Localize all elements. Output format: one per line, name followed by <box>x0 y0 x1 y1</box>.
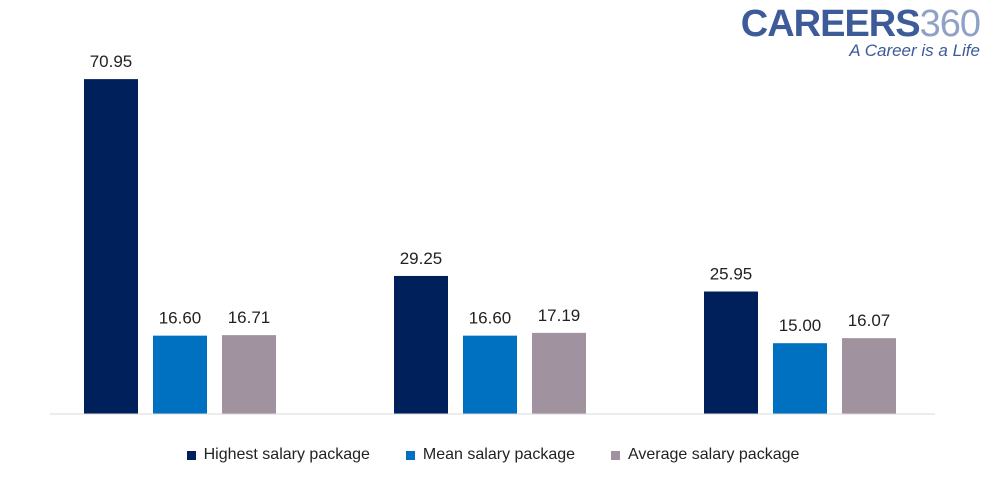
legend-label-highest: Highest salary package <box>203 446 370 463</box>
bar-1-1 <box>463 335 517 414</box>
data-label-0-2: 25.95 <box>710 265 753 284</box>
legend-item-average: Average salary package <box>611 444 799 466</box>
bar-1-0 <box>153 335 207 414</box>
bar-0-0 <box>84 79 138 414</box>
legend-swatch-mean <box>405 450 415 460</box>
legend-label-average: Average salary package <box>628 446 800 463</box>
logo-brand: CAREERS <box>740 3 921 45</box>
logo-tagline: A Career is a Life <box>849 41 980 60</box>
legend-item-highest: Highest salary package <box>186 444 370 466</box>
bar-0-2 <box>704 291 758 414</box>
bar-2-2 <box>842 338 896 414</box>
legend: Highest salary package Mean salary packa… <box>0 444 986 466</box>
bar-2-1 <box>532 332 586 414</box>
data-label-2-0: 16.71 <box>228 308 271 327</box>
legend-swatch-highest <box>186 450 196 460</box>
bar-0-1 <box>394 275 448 414</box>
data-labels-layer: 70.95 16.60 16.71 29.25 16.60 17.19 25.95 15.00… <box>90 52 891 335</box>
bars-layer <box>84 79 896 414</box>
legend-label-mean: Mean salary package <box>422 446 576 463</box>
bar-2-0 <box>222 335 276 414</box>
bar-1-2 <box>773 343 827 414</box>
data-label-1-2: 15.00 <box>779 316 822 335</box>
logo-number: 360 <box>919 3 981 45</box>
data-label-2-2: 16.07 <box>848 311 891 330</box>
logo-wordmark: CAREERS360 <box>740 3 981 45</box>
data-label-0-0: 70.95 <box>90 52 133 71</box>
data-label-2-1: 17.19 <box>538 306 581 325</box>
data-label-1-0: 16.60 <box>159 309 202 328</box>
legend-swatch-average <box>611 450 621 460</box>
data-label-0-1: 29.25 <box>400 249 443 268</box>
legend-item-mean: Mean salary package <box>405 444 576 466</box>
data-label-1-1: 16.60 <box>469 309 512 328</box>
careers360-logo: CAREERS360 A Career is a Life <box>740 3 981 60</box>
